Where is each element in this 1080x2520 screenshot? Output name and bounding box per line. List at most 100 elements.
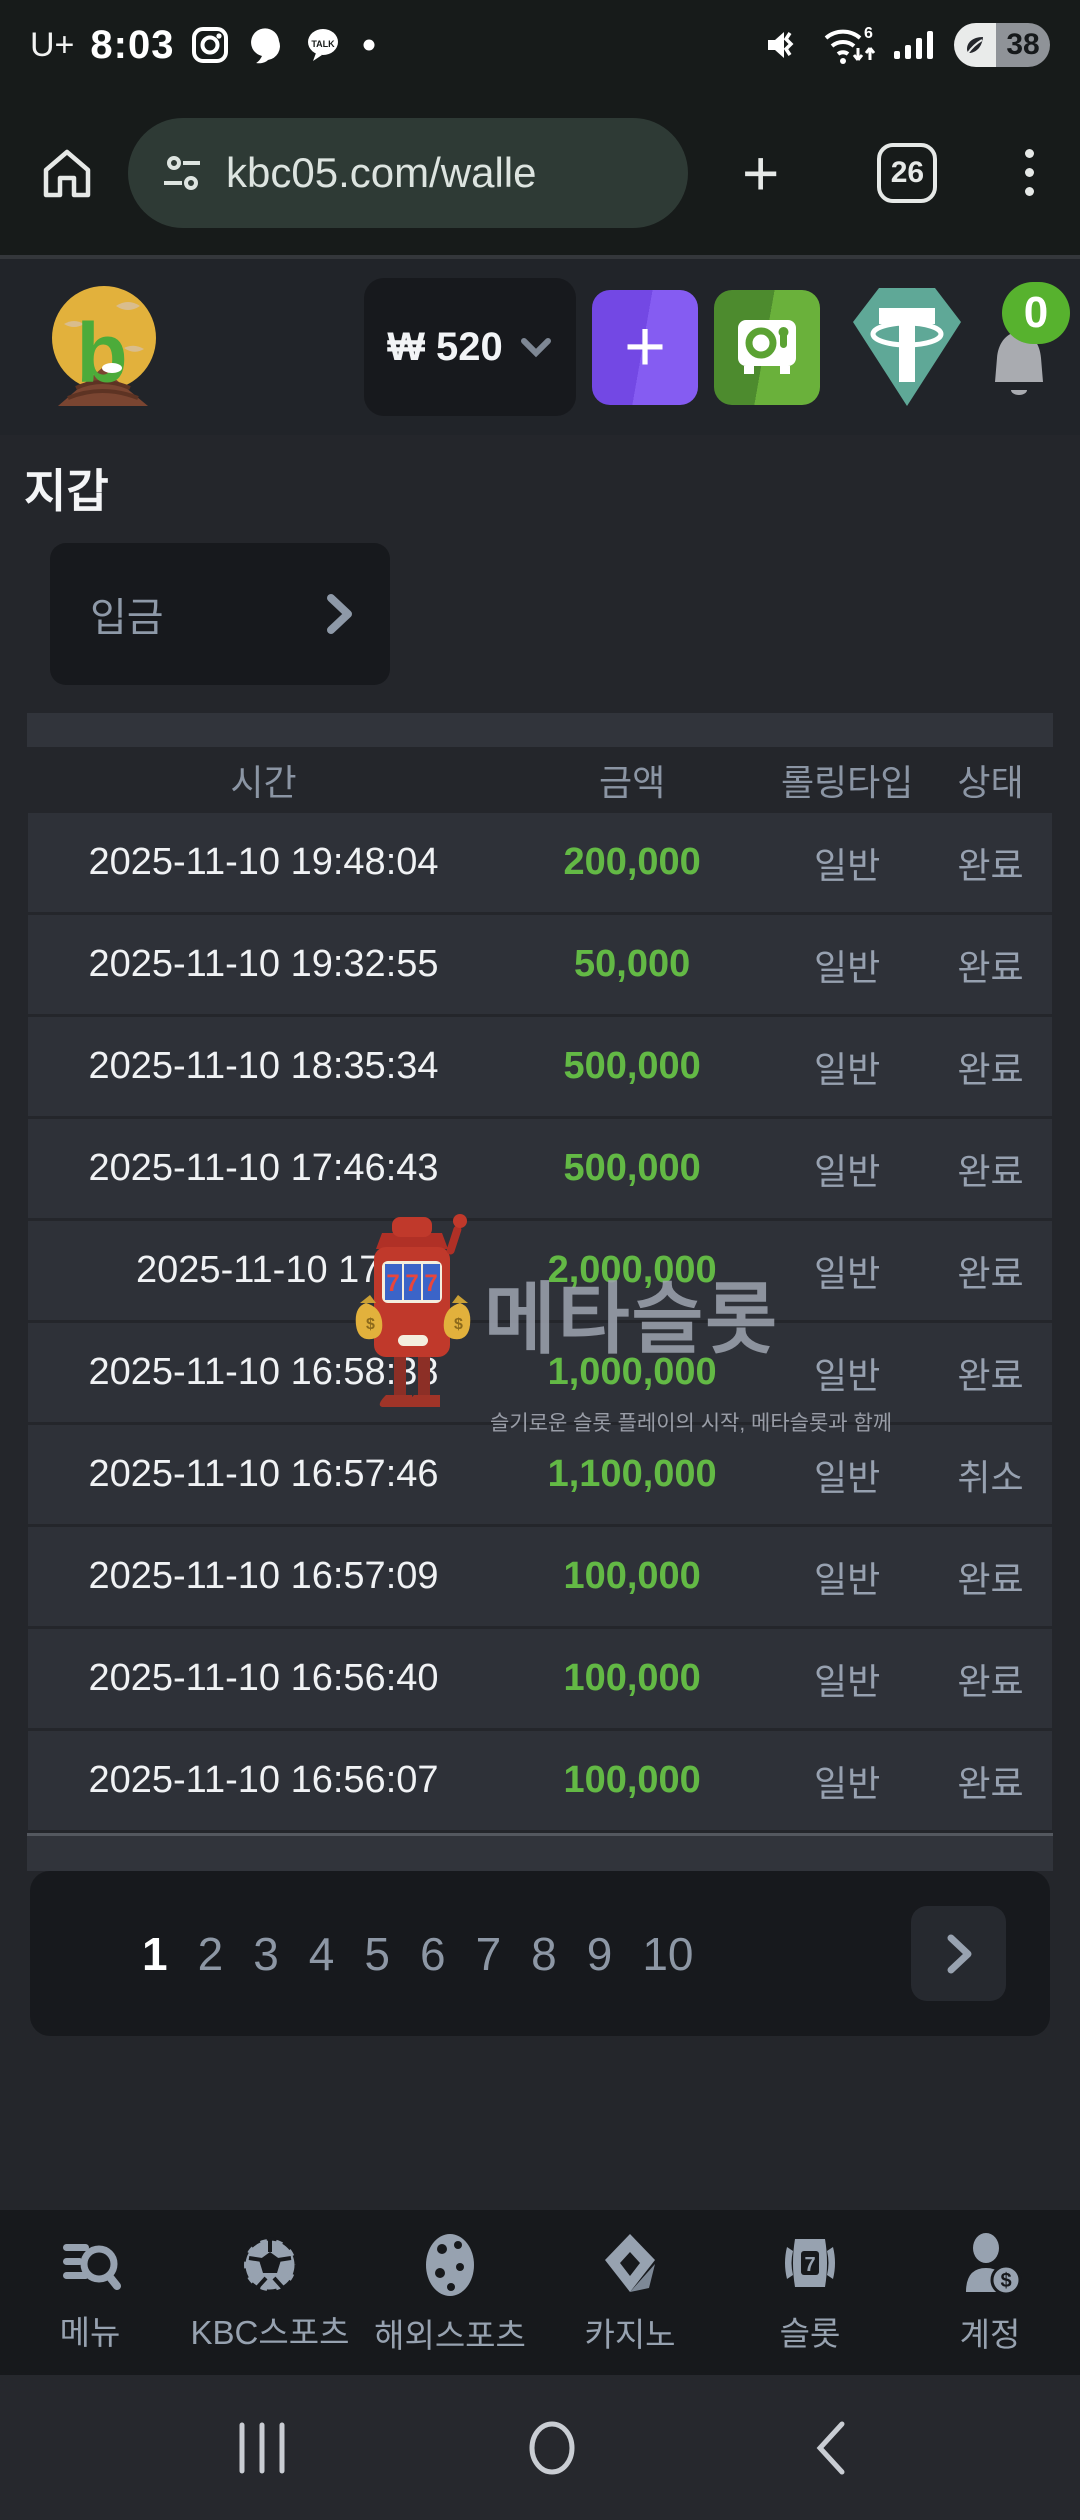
header-amount: 금액 <box>599 762 666 803</box>
wifi-6-icon: 6 <box>820 22 876 68</box>
table-row[interactable]: 2025-11-10 16:56:07 100,000 일반 완료 <box>28 1731 1052 1830</box>
cell-status: 완료 <box>957 1762 1024 1804</box>
tab-switcher-button[interactable]: 26 <box>877 142 938 203</box>
wallet-page: 지갑 입금 시간 금액 롤링타입 상태 2025-11-10 19:48:04 2… <box>0 455 1080 2036</box>
table-header-row: 시간 금액 롤링타입 상태 <box>28 747 1052 813</box>
page-number-3[interactable]: 3 <box>253 1927 279 1980</box>
page-number-1[interactable]: 1 <box>142 1927 168 1980</box>
balance-dropdown[interactable]: ₩ 520 <box>364 278 576 416</box>
recent-apps-button[interactable] <box>230 2421 294 2475</box>
nav-label: 슬롯 <box>779 2314 841 2352</box>
cell-status: 완료 <box>957 1354 1024 1396</box>
table-row[interactable]: 2025-11-10 16:56:40 100,000 일반 완료 <box>28 1629 1052 1728</box>
svg-text:TALK: TALK <box>312 39 336 49</box>
cell-status: 완료 <box>957 1048 1024 1090</box>
header-rolling-type: 롤링타입 <box>780 762 914 803</box>
table-bottom-strip <box>27 1836 1053 1871</box>
page-number-4[interactable]: 4 <box>308 1927 335 1980</box>
table-scrollbar[interactable] <box>27 1833 1053 1836</box>
table-row[interactable]: 2025-11-10 16:58:38 1,000,000 일반 완료 <box>28 1323 1052 1422</box>
deposit-menu-button[interactable]: 입금 <box>50 543 390 685</box>
site-settings-tune-icon[interactable] <box>158 149 206 197</box>
cell-amount: 500,000 <box>563 1045 701 1087</box>
browser-toolbar: kbc05.com/walle + 26 <box>0 90 1080 255</box>
bottom-navigation: 메뉴 KBC스포츠 해외스포츠 카지노 7 슬롯 $ 계정 <box>0 2210 1080 2375</box>
nav-item-account[interactable]: $ 계정 <box>900 2230 1080 2356</box>
cell-time: 2025-11-10 18:35:34 <box>88 1045 439 1087</box>
tether-usdt-icon[interactable] <box>848 277 966 417</box>
cell-amount: 1,100,000 <box>547 1453 717 1495</box>
browser-home-button[interactable] <box>34 140 100 206</box>
vault-button[interactable] <box>714 289 820 405</box>
instagram-notification-icon <box>190 25 230 65</box>
nav-item-slots[interactable]: 7 슬롯 <box>720 2231 900 2355</box>
nav-item-kbc-sports[interactable]: KBC스포츠 <box>180 2232 360 2354</box>
battery-indicator: 38 <box>954 23 1050 67</box>
cell-time: 2025-11-10 16:56:40 <box>88 1657 439 1699</box>
cell-type: 일반 <box>814 844 881 886</box>
table-row[interactable]: 2025-11-10 16:57:09 100,000 일반 완료 <box>28 1527 1052 1626</box>
pagination: 1 2 3 4 5 6 7 8 9 10 <box>30 1871 1050 2036</box>
transaction-rows: 2025-11-10 19:48:04 200,000 일반 완료 2025-11-10… <box>28 813 1052 1830</box>
account-dollar-icon: $ <box>966 2232 1022 2295</box>
bell-icon <box>988 324 1050 414</box>
table-row[interactable]: 2025-11-10 19:32:55 50,000 일반 완료 <box>28 915 1052 1014</box>
back-button[interactable] <box>810 2418 850 2478</box>
deposit-label: 입금 <box>90 596 164 640</box>
home-button[interactable] <box>524 2420 580 2476</box>
table-row[interactable]: 2025-11-10 17:46:43 500,000 일반 완료 <box>28 1119 1052 1218</box>
page-number-2[interactable]: 2 <box>197 1927 224 1980</box>
cell-type: 일반 <box>814 1252 881 1294</box>
cell-time: 2025-11-10 16:56:07 <box>88 1759 439 1801</box>
cell-time: 2025-11-10 16:57:09 <box>88 1555 439 1597</box>
table-row[interactable]: 2025-11-10 18:35:34 500,000 일반 완료 <box>28 1017 1052 1116</box>
page-number-9[interactable]: 9 <box>586 1927 613 1980</box>
cell-amount: 500,000 <box>563 1147 701 1189</box>
nav-label: KBC스포츠 <box>190 2313 350 2351</box>
next-page-button[interactable] <box>911 1906 1006 2001</box>
address-bar[interactable]: kbc05.com/walle <box>128 117 688 228</box>
cell-status: 완료 <box>957 1150 1024 1192</box>
cell-type: 일반 <box>814 1456 881 1498</box>
nav-label: 메뉴 <box>59 2313 121 2351</box>
cell-amount: 200,000 <box>563 841 701 883</box>
table-row[interactable]: 2025-11-10 19:48:04 200,000 일반 완료 <box>28 813 1052 912</box>
soccer-ball-icon <box>242 2237 298 2292</box>
nav-label: 해외스포츠 <box>374 2316 526 2354</box>
page-number-5[interactable]: 5 <box>364 1927 390 1980</box>
transactions-table: 시간 금액 롤링타입 상태 2025-11-10 19:48:04 200,000… <box>28 747 1052 1830</box>
nav-item-overseas-sports[interactable]: 해외스포츠 <box>360 2229 540 2357</box>
cell-status: 완료 <box>957 1558 1024 1600</box>
cell-amount: 100,000 <box>563 1555 701 1597</box>
spotted-ball-icon <box>426 2233 474 2296</box>
cell-status: 취소 <box>957 1456 1024 1498</box>
carrier-label: U+ <box>30 25 75 64</box>
cell-type: 일반 <box>814 1150 881 1192</box>
slot-machine-icon: 7 <box>785 2238 835 2287</box>
mute-vibrate-icon <box>760 23 804 67</box>
chevron-right-icon <box>947 1934 971 1973</box>
table-row[interactable]: 2025-11-10 17: 2,000,000 일반 완료 <box>28 1221 1052 1320</box>
cell-amount: 2,000,000 <box>547 1249 717 1291</box>
page-number-6[interactable]: 6 <box>419 1927 446 1980</box>
page-number-7[interactable]: 7 <box>475 1927 502 1980</box>
notification-dot-icon <box>360 36 378 54</box>
table-top-strip <box>27 713 1053 747</box>
nav-item-casino[interactable]: 카지노 <box>540 2230 720 2356</box>
url-text[interactable]: kbc05.com/walle <box>226 148 537 196</box>
cellular-signal-icon <box>892 23 938 67</box>
new-tab-button[interactable]: + <box>742 136 780 209</box>
cell-status: 완료 <box>957 1252 1024 1294</box>
page-number-list: 1 2 3 4 5 6 7 8 9 10 <box>142 1927 694 1981</box>
nav-label: 계정 <box>959 2315 1021 2353</box>
nav-item-menu[interactable]: 메뉴 <box>0 2232 180 2354</box>
page-number-8[interactable]: 8 <box>531 1927 557 1980</box>
cell-time: 2025-11-10 16:58:38 <box>88 1351 439 1393</box>
site-logo[interactable]: b <box>28 276 176 418</box>
browser-menu-button[interactable] <box>1025 149 1035 196</box>
cell-amount: 50,000 <box>574 943 691 985</box>
page-number-10[interactable]: 10 <box>642 1927 694 1980</box>
notifications-bell[interactable]: 0 <box>982 272 1070 422</box>
deposit-plus-button[interactable]: + <box>592 289 698 405</box>
table-row[interactable]: 2025-11-10 16:57:46 1,100,000 일반 취소 <box>28 1425 1052 1524</box>
